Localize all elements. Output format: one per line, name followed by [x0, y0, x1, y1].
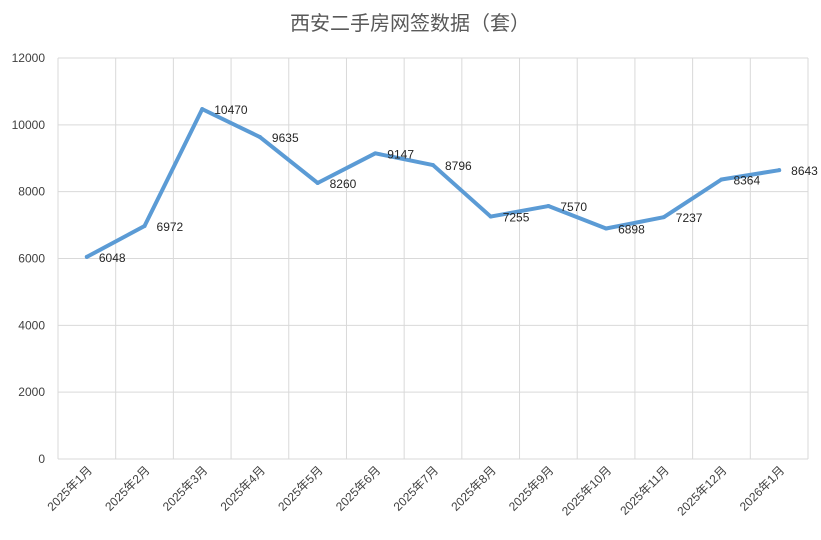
x-tick-label: 2025年9月 [506, 463, 556, 513]
x-tick-label: 2025年1月 [44, 463, 94, 513]
data-point [604, 226, 609, 231]
data-point [777, 168, 782, 173]
y-axis-ticks: 0 2000 4000 6000 8000 10000 12000 [12, 51, 46, 466]
data-label: 9635 [272, 131, 299, 145]
data-label: 6048 [99, 251, 126, 265]
data-point [431, 163, 435, 168]
x-tick-label: 2025年3月 [160, 463, 210, 513]
y-tick-label: 10000 [12, 118, 46, 132]
data-point [661, 215, 666, 220]
data-label: 6898 [618, 222, 645, 236]
data-label: 8796 [445, 159, 472, 173]
data-point [200, 107, 205, 112]
data-point [488, 214, 493, 219]
data-point [546, 204, 551, 209]
y-tick-label: 0 [38, 452, 45, 466]
y-tick-label: 4000 [18, 318, 45, 332]
x-tick-label: 2026年1月 [737, 463, 787, 513]
y-tick-label: 8000 [18, 185, 45, 199]
data-point [84, 254, 89, 259]
x-axis-ticks: 2025年1月 2025年2月 2025年3月 2025年4月 2025年5月 2025年… [44, 463, 787, 518]
series-line [84, 107, 782, 259]
chart-title: 西安二手房网签数据（套） [290, 11, 530, 35]
data-label: 8260 [330, 177, 357, 191]
data-label: 6972 [157, 220, 184, 234]
x-tick-label: 2025年4月 [218, 463, 268, 513]
data-point [257, 135, 262, 140]
y-tick-label: 6000 [18, 252, 45, 266]
data-label: 8364 [733, 174, 760, 188]
x-tick-label: 2025年2月 [102, 463, 152, 513]
series-layer [84, 107, 782, 259]
x-tick-label: 2025年8月 [448, 463, 498, 513]
y-tick-label: 12000 [12, 51, 46, 65]
x-tick-label: 2025年6月 [333, 463, 383, 513]
data-label: 9147 [387, 147, 414, 161]
y-tick-label: 2000 [18, 385, 45, 399]
gridlines [57, 57, 809, 460]
x-tick-label: 2025年12月 [674, 463, 729, 518]
x-tick-label: 2025年5月 [275, 463, 325, 513]
data-point [373, 151, 378, 156]
x-tick-label: 2025年10月 [559, 463, 614, 518]
data-label: 7570 [560, 200, 587, 214]
x-tick-label: 2025年7月 [391, 463, 441, 513]
data-label: 8643 [791, 164, 818, 178]
data-point [142, 224, 147, 229]
data-label: 7255 [503, 211, 530, 225]
data-point [315, 180, 320, 185]
data-point [719, 177, 724, 182]
data-label: 7237 [676, 211, 703, 225]
data-labels: 6048 6972 10470 9635 8260 9147 8796 7255 7570 689… [99, 103, 818, 265]
data-label: 10470 [214, 103, 248, 117]
x-tick-label: 2025年11月 [617, 463, 672, 518]
